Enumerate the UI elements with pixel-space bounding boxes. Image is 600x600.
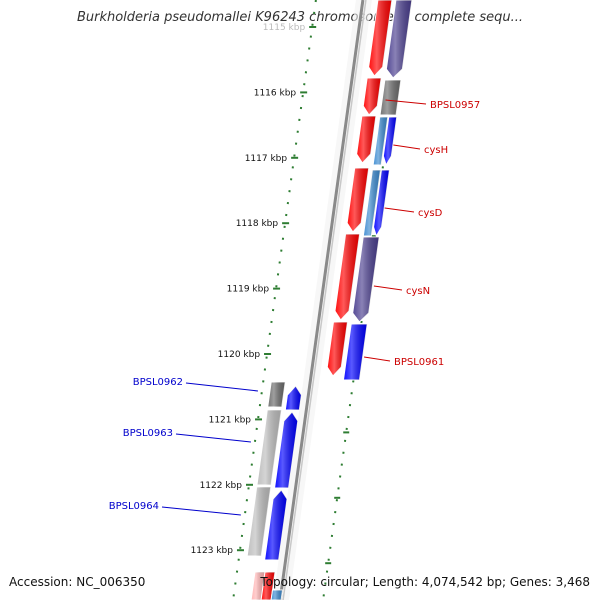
gene-shine (271, 590, 283, 600)
tick-label: 1119 kbp (227, 285, 270, 295)
gene-label-line (385, 99, 427, 105)
gene-label-BPSL0957: BPSL0957 (430, 100, 480, 111)
gene-shine (368, 0, 392, 76)
gene-label-cysN: cysN (406, 286, 430, 297)
gene-shine (352, 237, 380, 322)
gene-label-BPSL0961: BPSL0961 (394, 357, 444, 368)
gene-shine (386, 0, 412, 78)
tick-label: 1115 kbp (263, 23, 306, 33)
gene-shine (356, 116, 376, 163)
backbone (232, 0, 407, 600)
gene-label-BPSL0962: BPSL0962 (133, 377, 183, 388)
gene-labels: BPSL0957 cysH cysD cysN BPSL0961 BPSL0962 BPSL… (109, 99, 480, 516)
gene-shine (267, 382, 286, 407)
left-dotted-guide (232, 0, 317, 600)
gene-shine (247, 487, 271, 556)
gene-label-line (364, 356, 391, 362)
gene-shine (285, 386, 302, 410)
gene-shine (256, 410, 282, 485)
tick-label: 1118 kbp (236, 219, 279, 229)
summary-text: Topology: circular; Length: 4,074,542 bp… (260, 575, 590, 589)
tick-label: 1122 kbp (200, 481, 243, 491)
gene-shine (264, 490, 288, 560)
map-title: Burkholderia pseudomallei K96243 chromos… (76, 10, 524, 25)
gene-shine (380, 80, 401, 115)
tick-label: 1117 kbp (245, 154, 288, 164)
gene-shine (261, 572, 275, 600)
gene-shine (383, 117, 397, 165)
tick-label: 1123 kbp (191, 546, 234, 556)
gene-shine (347, 168, 369, 232)
tick-label: 1120 kbp (218, 350, 261, 360)
gene-shine (334, 234, 360, 320)
gene-label-cysD: cysD (418, 208, 443, 219)
gene-shine (363, 78, 382, 115)
right-dotted-guide (322, 0, 407, 600)
backbone-line-inner (282, 0, 367, 600)
gene-shine (251, 572, 265, 600)
gene-features (246, 0, 413, 600)
accession-text: Accession: NC_006350 (9, 575, 146, 589)
backbone-line (278, 0, 365, 600)
gene-label-line (393, 144, 421, 150)
gene-shine (274, 412, 298, 488)
gene-label-line (384, 207, 415, 213)
tick-label: 1121 kbp (209, 415, 252, 425)
gene-label-BPSL0964: BPSL0964 (109, 501, 159, 512)
gene-shine (373, 117, 388, 165)
gene-label-line (373, 285, 403, 291)
gene-label-line (175, 433, 251, 443)
gene-label-line (185, 382, 258, 392)
tick-label: 1116 kbp (254, 88, 297, 98)
gene-shine (363, 170, 381, 236)
gene-shine (327, 322, 348, 376)
gene-shine (343, 324, 368, 380)
gene-label-line (161, 506, 241, 516)
gene-label-cysH: cysH (424, 145, 448, 156)
gene-shine (373, 170, 390, 236)
gene-label-BPSL0963: BPSL0963 (123, 428, 173, 439)
